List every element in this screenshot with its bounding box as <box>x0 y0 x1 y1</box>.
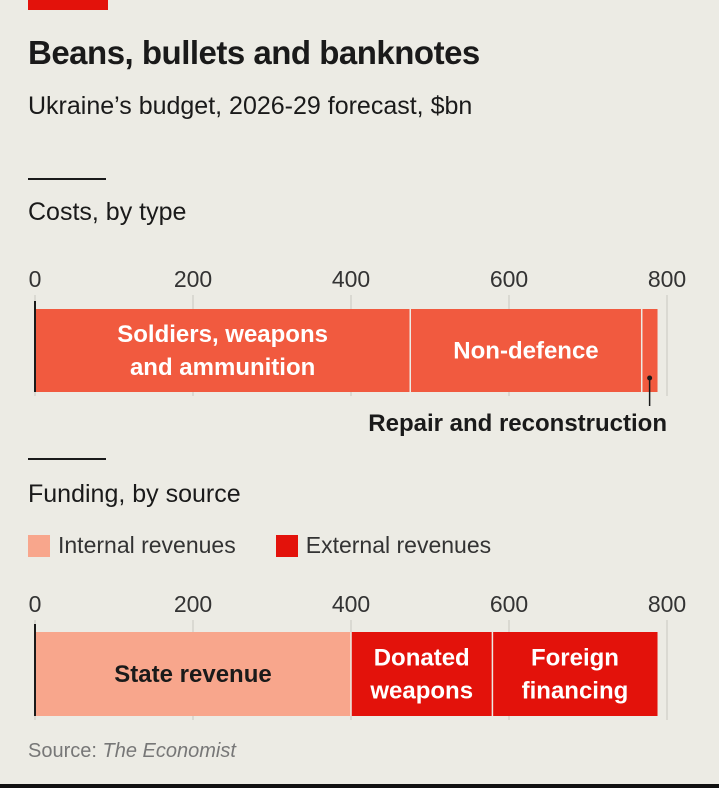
legend-swatch <box>28 534 50 557</box>
bar-segment <box>410 309 642 392</box>
tick-label: 400 <box>332 266 370 292</box>
tick-label: 400 <box>332 591 370 617</box>
bar-segment <box>35 632 351 716</box>
tick-label: 200 <box>174 266 212 292</box>
segment-label: State revenue <box>114 661 271 688</box>
legend-item-internal: Internal revenues <box>28 532 236 559</box>
chart-title: Beans, bullets and banknotes <box>28 34 480 71</box>
brand-tag <box>28 0 108 10</box>
segment-label: Repair and reconstruction <box>368 410 667 437</box>
segment-label: financing <box>522 678 629 705</box>
legend-swatch <box>275 534 298 557</box>
section-rule <box>28 458 106 460</box>
legend-label: Internal revenues <box>58 532 236 558</box>
tick-label: 200 <box>174 591 212 617</box>
bar-segment <box>351 632 493 716</box>
segment-label: and ammunition <box>130 354 315 381</box>
bottom-rule <box>0 784 719 788</box>
source-prefix: Source: <box>28 740 103 762</box>
source-note: Source: The Economist <box>28 740 236 763</box>
costs-section-title: Costs, by type <box>28 198 187 226</box>
source-name: The Economist <box>102 740 236 762</box>
bar-segment <box>492 632 658 716</box>
bar-segment <box>641 309 658 392</box>
tick-label: 0 <box>29 591 42 617</box>
segment-label: weapons <box>369 678 473 705</box>
tick-label: 0 <box>29 266 42 292</box>
tick-label: 600 <box>490 591 528 617</box>
segment-label: Soldiers, weapons <box>117 321 328 348</box>
tick-label: 800 <box>648 266 686 292</box>
section-rule <box>28 178 106 180</box>
tick-label: 800 <box>648 591 686 617</box>
legend: Internal revenues External revenues <box>28 532 491 559</box>
segment-label: Non-defence <box>453 338 598 365</box>
chart-subtitle: Ukraine’s budget, 2026-29 forecast, $bn <box>28 92 473 120</box>
segment-label: Donated <box>374 645 470 672</box>
bar-segment <box>35 309 411 392</box>
legend-item-external: External revenues <box>275 532 492 559</box>
legend-label: External revenues <box>305 532 492 558</box>
funding-section-title: Funding, by source <box>28 480 241 508</box>
tick-label: 600 <box>490 266 528 292</box>
segment-label: Foreign <box>531 645 619 672</box>
